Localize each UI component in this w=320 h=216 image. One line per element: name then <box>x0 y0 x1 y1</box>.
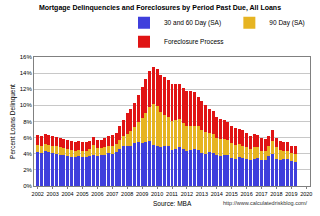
svg-text:2002: 2002 <box>32 191 44 197</box>
svg-text:http://www.calculatedriskblog.: http://www.calculatedriskblog.com/ <box>223 200 308 206</box>
svg-text:2014: 2014 <box>211 191 223 197</box>
svg-text:6%: 6% <box>23 135 32 141</box>
svg-text:2007: 2007 <box>106 191 118 197</box>
svg-text:90 Day (SA): 90 Day (SA) <box>269 19 304 27</box>
svg-text:8%: 8% <box>23 119 32 125</box>
svg-text:2009: 2009 <box>136 191 148 197</box>
svg-text:Foreclosure Process: Foreclosure Process <box>164 38 224 45</box>
svg-text:2011: 2011 <box>166 191 178 197</box>
svg-text:Mortgage Delinquencies and For: Mortgage Delinquencies and Foreclosures … <box>39 4 281 12</box>
svg-text:Percent Loans Delinquent: Percent Loans Delinquent <box>9 84 17 159</box>
svg-text:2003: 2003 <box>47 191 59 197</box>
svg-text:2004: 2004 <box>61 191 73 197</box>
svg-text:2016: 2016 <box>240 191 252 197</box>
svg-text:10%: 10% <box>20 102 33 108</box>
svg-text:2006: 2006 <box>91 191 103 197</box>
svg-text:2005: 2005 <box>76 191 88 197</box>
svg-text:2013: 2013 <box>196 191 208 197</box>
svg-text:16%: 16% <box>20 54 33 60</box>
svg-text:14%: 14% <box>20 70 33 76</box>
svg-text:2018: 2018 <box>270 191 282 197</box>
svg-text:2017: 2017 <box>255 191 267 197</box>
svg-text:Source: MBA: Source: MBA <box>153 200 192 207</box>
svg-text:2015: 2015 <box>226 191 238 197</box>
svg-text:2010: 2010 <box>151 191 163 197</box>
svg-text:2020: 2020 <box>300 191 312 197</box>
svg-text:30 and 60 Day (SA): 30 and 60 Day (SA) <box>164 19 221 27</box>
svg-text:12%: 12% <box>20 86 33 92</box>
svg-text:2008: 2008 <box>121 191 133 197</box>
svg-text:2019: 2019 <box>285 191 297 197</box>
svg-text:2012: 2012 <box>181 191 193 197</box>
svg-text:4%: 4% <box>23 151 32 157</box>
svg-text:0%: 0% <box>23 183 32 189</box>
svg-text:2%: 2% <box>23 167 32 173</box>
